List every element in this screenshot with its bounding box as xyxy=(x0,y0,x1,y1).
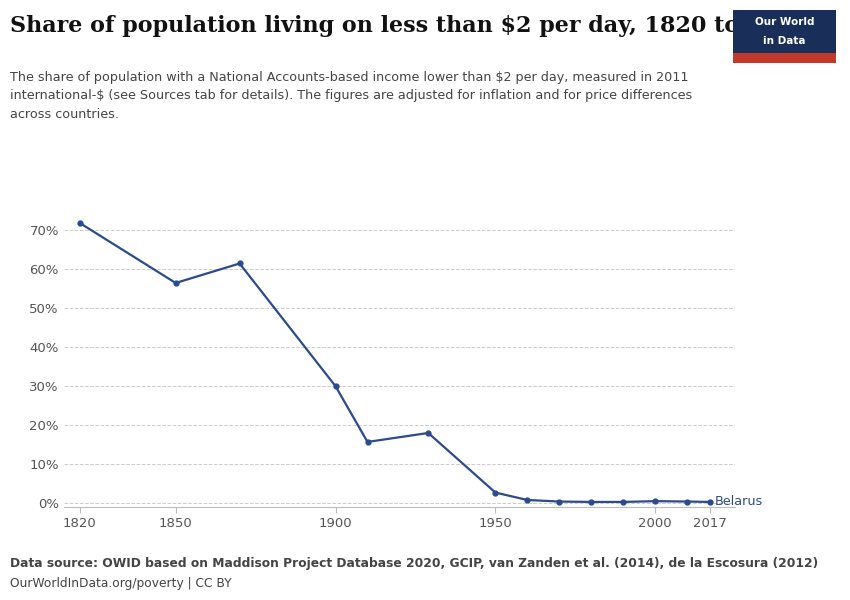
Text: Share of population living on less than $2 per day, 1820 to 2017: Share of population living on less than … xyxy=(10,15,809,37)
Text: The share of population with a National Accounts-based income lower than $2 per : The share of population with a National … xyxy=(10,71,693,121)
Text: OurWorldInData.org/poverty | CC BY: OurWorldInData.org/poverty | CC BY xyxy=(10,577,232,590)
Text: Data source: OWID based on Maddison Project Database 2020, GCIP, van Zanden et a: Data source: OWID based on Maddison Proj… xyxy=(10,557,819,570)
Text: in Data: in Data xyxy=(763,37,806,46)
Text: Belarus: Belarus xyxy=(715,496,762,508)
Text: Our World: Our World xyxy=(755,17,814,28)
